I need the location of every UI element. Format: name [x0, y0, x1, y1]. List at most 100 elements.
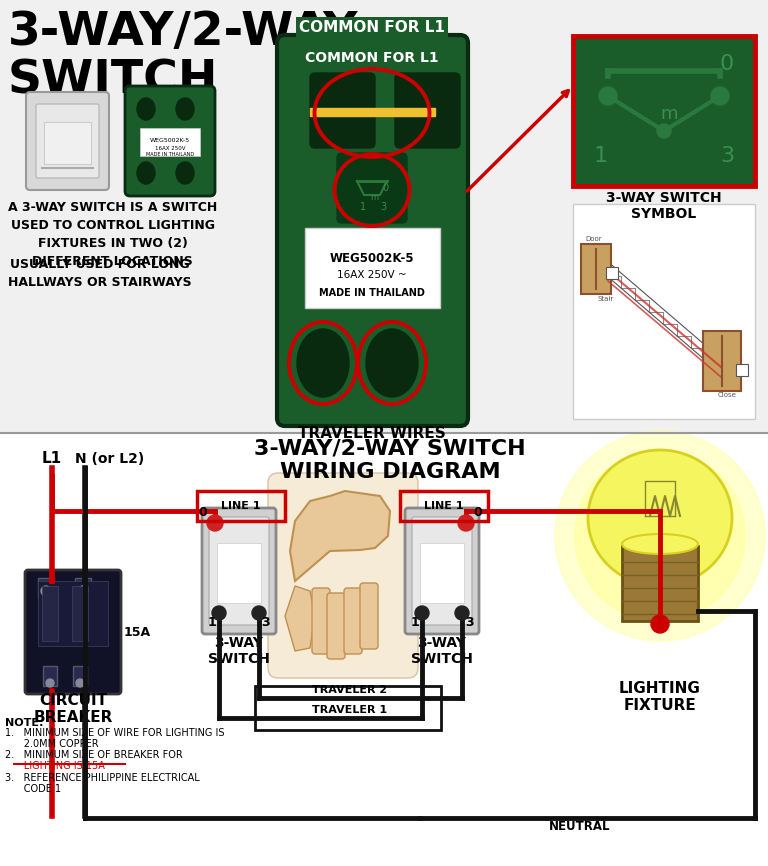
Text: 1: 1 — [594, 146, 608, 166]
Circle shape — [575, 451, 745, 621]
FancyBboxPatch shape — [312, 588, 330, 654]
Bar — [44, 122, 91, 164]
Text: MADE IN THAILAND: MADE IN THAILAND — [146, 152, 194, 157]
FancyBboxPatch shape — [405, 508, 479, 634]
Ellipse shape — [137, 162, 155, 184]
Text: 1: 1 — [207, 617, 217, 630]
Text: CODE 1: CODE 1 — [5, 784, 61, 794]
Circle shape — [212, 606, 226, 620]
Text: 2.   MINIMUM SIZE OF BREAKER FOR: 2. MINIMUM SIZE OF BREAKER FOR — [5, 750, 183, 760]
Text: COMMON FOR L1: COMMON FOR L1 — [305, 51, 439, 65]
Text: 0: 0 — [720, 54, 734, 74]
Bar — [703, 331, 741, 391]
FancyBboxPatch shape — [26, 92, 109, 190]
Circle shape — [711, 87, 729, 105]
Circle shape — [78, 586, 88, 596]
Text: NOTE:: NOTE: — [5, 718, 44, 728]
Bar — [72, 586, 88, 641]
Text: Door: Door — [585, 236, 601, 242]
Text: 1: 1 — [411, 617, 419, 630]
Bar — [75, 578, 91, 598]
Circle shape — [599, 87, 617, 105]
Circle shape — [76, 679, 84, 687]
FancyBboxPatch shape — [268, 473, 418, 678]
Text: COMMON FOR L1: COMMON FOR L1 — [299, 20, 445, 35]
Text: 16AX 250V: 16AX 250V — [154, 145, 185, 151]
Ellipse shape — [176, 162, 194, 184]
Text: WEG5002K-5: WEG5002K-5 — [329, 251, 414, 264]
Polygon shape — [285, 586, 315, 651]
Bar — [606, 267, 618, 279]
FancyBboxPatch shape — [327, 593, 345, 659]
Text: 0: 0 — [474, 507, 482, 520]
FancyBboxPatch shape — [310, 73, 375, 148]
Text: 15A: 15A — [124, 625, 151, 638]
Bar — [140, 128, 200, 156]
FancyBboxPatch shape — [202, 508, 276, 634]
Polygon shape — [588, 450, 732, 586]
Bar — [420, 543, 464, 603]
Bar — [73, 666, 87, 686]
Bar — [573, 204, 755, 419]
FancyBboxPatch shape — [395, 73, 460, 148]
Text: 16AX 250V ~: 16AX 250V ~ — [337, 270, 407, 280]
Text: USUALLY USED FOR LONG
HALLWAYS OR STAIRWAYS: USUALLY USED FOR LONG HALLWAYS OR STAIRW… — [8, 258, 192, 289]
Text: 3.   REFERENCE PHILIPPINE ELECTRICAL: 3. REFERENCE PHILIPPINE ELECTRICAL — [5, 773, 200, 783]
Text: LIGHTING IS 15A: LIGHTING IS 15A — [5, 761, 105, 771]
Text: 2.0MM COPPER: 2.0MM COPPER — [5, 739, 98, 749]
Ellipse shape — [137, 98, 155, 120]
Circle shape — [455, 606, 469, 620]
Ellipse shape — [297, 329, 349, 397]
Ellipse shape — [176, 98, 194, 120]
Text: 3: 3 — [380, 202, 386, 212]
Bar — [38, 581, 108, 646]
Ellipse shape — [366, 329, 418, 397]
FancyBboxPatch shape — [36, 104, 99, 178]
Text: LINE 1: LINE 1 — [424, 501, 464, 511]
Ellipse shape — [622, 534, 698, 554]
Text: TRAVELER 2: TRAVELER 2 — [313, 685, 388, 695]
Circle shape — [415, 606, 429, 620]
Bar — [305, 228, 440, 308]
Text: NEUTRAL: NEUTRAL — [549, 820, 611, 833]
Text: WEG5002K-5: WEG5002K-5 — [150, 139, 190, 144]
Circle shape — [458, 515, 474, 531]
Text: m: m — [370, 193, 378, 202]
Bar — [310, 108, 435, 116]
Text: 3-WAY/2-WAY: 3-WAY/2-WAY — [8, 10, 359, 55]
Circle shape — [651, 615, 669, 633]
Text: 3-WAY
SWITCH: 3-WAY SWITCH — [411, 636, 473, 666]
Bar — [255, 686, 441, 730]
Text: 3: 3 — [465, 617, 473, 630]
Text: 0: 0 — [199, 507, 207, 520]
FancyBboxPatch shape — [360, 583, 378, 649]
Bar — [736, 364, 748, 376]
Bar — [581, 244, 611, 294]
Bar — [217, 543, 261, 603]
Polygon shape — [290, 491, 390, 581]
Text: L1: L1 — [42, 451, 62, 466]
Circle shape — [657, 124, 671, 138]
Text: Close: Close — [718, 392, 737, 398]
Circle shape — [46, 679, 54, 687]
Text: CIRCUIT
BREAKER: CIRCUIT BREAKER — [33, 693, 113, 726]
Text: LINE 1: LINE 1 — [221, 501, 261, 511]
FancyBboxPatch shape — [209, 517, 269, 625]
Text: m: m — [660, 105, 677, 123]
Circle shape — [252, 606, 266, 620]
Bar — [197, 491, 285, 521]
Text: 3-WAY
SWITCH: 3-WAY SWITCH — [208, 636, 270, 666]
FancyBboxPatch shape — [344, 588, 362, 654]
Text: LIGHTING
FIXTURE: LIGHTING FIXTURE — [619, 681, 701, 714]
Text: TRAVELER WIRES: TRAVELER WIRES — [298, 426, 446, 441]
FancyBboxPatch shape — [277, 35, 468, 426]
Bar — [42, 586, 58, 641]
Text: 3-WAY SWITCH
SYMBOL: 3-WAY SWITCH SYMBOL — [606, 191, 722, 221]
Circle shape — [555, 431, 765, 641]
Text: TRAVELER 1: TRAVELER 1 — [313, 705, 388, 715]
FancyBboxPatch shape — [125, 86, 215, 196]
Text: 1: 1 — [360, 202, 366, 212]
Bar — [622, 546, 698, 621]
FancyBboxPatch shape — [337, 153, 407, 223]
Text: 1.   MINIMUM SIZE OF WIRE FOR LIGHTING IS: 1. MINIMUM SIZE OF WIRE FOR LIGHTING IS — [5, 728, 224, 738]
